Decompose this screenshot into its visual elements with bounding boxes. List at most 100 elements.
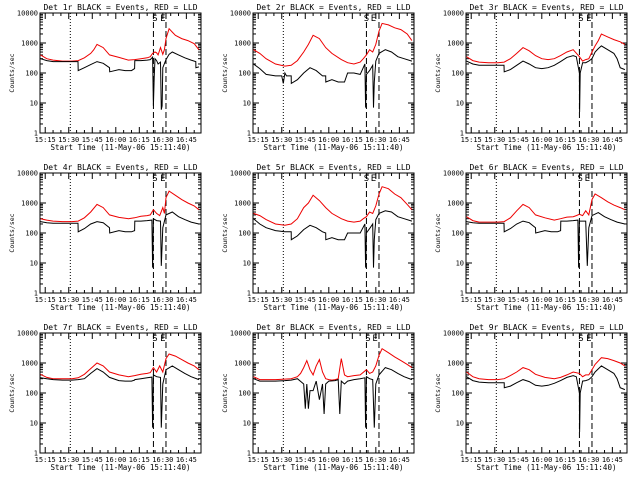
lld-series-line [466, 357, 626, 381]
lld-series-line [40, 27, 200, 62]
y-tick-label: 10000 [17, 170, 38, 178]
panel-title: Det 5r BLACK = Events, RED = LLD [256, 163, 410, 172]
events-series-line [253, 367, 413, 428]
y-axis-label: Counts/sec [434, 53, 442, 92]
y-tick-label: 10000 [230, 10, 251, 18]
event-marker-e: E [160, 174, 165, 184]
y-tick-label: 10 [30, 420, 38, 428]
panel-3: Det 3r BLACK = Events, RED = LLD 1 10 100 10… [434, 3, 628, 152]
y-tick-label: 10000 [230, 170, 251, 178]
y-tick-label: 100 [451, 230, 464, 238]
y-tick-label: 10 [456, 260, 464, 268]
y-tick-label: 10 [30, 260, 38, 268]
x-tick-label: 15:30 [271, 296, 292, 304]
y-tick-label: 100 [25, 230, 38, 238]
x-tick-label: 16:30 [578, 296, 599, 304]
event-marker-s: S [364, 174, 369, 184]
x-axis-label: Start Time (11-May-06 15:11:40) [264, 303, 404, 312]
y-tick-label: 1 [34, 290, 38, 298]
x-tick-label: 16:15 [342, 296, 363, 304]
x-tick-label: 16:15 [342, 136, 363, 144]
event-marker-s: S [152, 334, 157, 344]
x-tick-label: 16:30 [365, 456, 386, 464]
event-marker-s: S [152, 174, 157, 184]
x-tick-label: 16:30 [152, 456, 173, 464]
x-tick-label: 15:15 [248, 456, 269, 464]
x-tick-label: 15:45 [295, 136, 316, 144]
x-tick-label: 16:00 [105, 136, 126, 144]
x-tick-label: 16:15 [129, 456, 150, 464]
x-tick-label: 16:00 [531, 456, 552, 464]
y-tick-label: 1000 [21, 40, 38, 48]
x-tick-label: 16:30 [365, 296, 386, 304]
y-tick-label: 100 [451, 70, 464, 78]
x-tick-label: 16:00 [531, 136, 552, 144]
x-tick-label: 16:15 [555, 456, 576, 464]
x-axis-label: Start Time (11-May-06 15:11:40) [51, 303, 191, 312]
x-tick-label: 16:00 [105, 296, 126, 304]
x-tick-label: 16:45 [389, 136, 410, 144]
event-marker-e: E [371, 14, 376, 24]
events-series-line [466, 212, 626, 268]
y-axis-label: Counts/sec [8, 213, 16, 252]
x-tick-label: 15:30 [58, 136, 79, 144]
plot-frame [39, 12, 202, 134]
panel-6: Det 6r BLACK = Events, RED = LLD 1 10 100 10… [434, 163, 628, 312]
x-tick-label: 16:45 [176, 296, 197, 304]
y-axis-label: Counts/sec [221, 53, 229, 92]
y-tick-label: 10000 [17, 330, 38, 338]
x-tick-label: 16:15 [129, 136, 150, 144]
x-axis-label: Start Time (11-May-06 15:11:40) [477, 143, 617, 152]
y-tick-label: 100 [25, 390, 38, 398]
x-tick-label: 15:30 [484, 136, 505, 144]
events-series-line [40, 51, 200, 110]
x-tick-label: 15:15 [35, 456, 56, 464]
lld-series-line [466, 33, 626, 64]
y-tick-label: 1000 [234, 200, 251, 208]
y-tick-label: 100 [238, 230, 251, 238]
event-marker-s: S [365, 334, 370, 344]
panel-2: Det 2r BLACK = Events, RED = LLD 1 10 100 10… [221, 3, 415, 152]
x-tick-label: 15:15 [248, 296, 269, 304]
y-axis-label: Counts/sec [434, 213, 442, 252]
x-tick-label: 16:45 [389, 456, 410, 464]
y-axis-label: Counts/sec [8, 53, 16, 92]
events-series-line [40, 365, 200, 428]
panel-title: Det 8r BLACK = Events, RED = LLD [256, 323, 410, 332]
x-tick-label: 15:30 [271, 136, 292, 144]
y-tick-label: 1000 [447, 40, 464, 48]
y-tick-label: 1 [460, 290, 464, 298]
panel-1: Det 1r BLACK = Events, RED = LLD 1 10 100 10… [8, 3, 202, 152]
y-tick-label: 1000 [447, 200, 464, 208]
x-axis-label: Start Time (11-May-06 15:11:40) [477, 463, 617, 472]
x-tick-label: 15:15 [248, 136, 269, 144]
panel-title: Det 1r BLACK = Events, RED = LLD [43, 3, 197, 12]
y-tick-label: 10 [456, 100, 464, 108]
x-tick-label: 15:15 [461, 456, 482, 464]
x-tick-label: 16:00 [531, 296, 552, 304]
x-tick-label: 16:45 [602, 456, 623, 464]
y-tick-label: 100 [451, 390, 464, 398]
y-tick-label: 100 [238, 390, 251, 398]
lld-series-line [466, 193, 626, 223]
event-marker-e: E [585, 174, 590, 184]
y-tick-label: 10 [456, 420, 464, 428]
y-tick-label: 10 [243, 260, 251, 268]
events-series-line [253, 49, 413, 108]
panel-title: Det 9r BLACK = Events, RED = LLD [469, 323, 623, 332]
x-tick-label: 16:45 [602, 296, 623, 304]
x-axis-label: Start Time (11-May-06 15:11:40) [51, 143, 191, 152]
x-tick-label: 15:30 [271, 456, 292, 464]
event-marker-e: E [160, 334, 165, 344]
panel-5: Det 5r BLACK = Events, RED = LLD 1 10 100 10… [221, 163, 415, 312]
y-tick-label: 10000 [443, 330, 464, 338]
x-tick-label: 15:45 [508, 456, 529, 464]
x-tick-label: 16:30 [578, 136, 599, 144]
x-tick-label: 16:45 [176, 456, 197, 464]
y-axis-label: Counts/sec [221, 213, 229, 252]
x-tick-label: 16:45 [176, 136, 197, 144]
y-tick-label: 1000 [21, 200, 38, 208]
x-tick-label: 15:30 [58, 456, 79, 464]
y-tick-label: 10 [243, 100, 251, 108]
event-marker-s: S [578, 174, 583, 184]
